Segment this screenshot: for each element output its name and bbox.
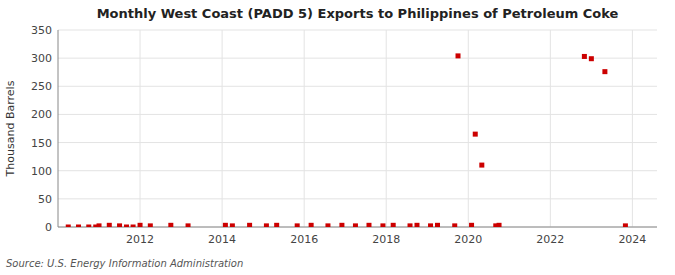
y-grid-line — [58, 198, 657, 199]
y-tick-label: 0 — [45, 221, 52, 234]
point — [223, 223, 228, 227]
point — [353, 223, 358, 227]
y-grid-line — [58, 170, 657, 171]
point — [124, 225, 129, 228]
x-grid-line — [222, 30, 223, 227]
point — [452, 223, 457, 227]
point — [309, 223, 314, 227]
point — [86, 225, 91, 228]
point — [131, 225, 136, 228]
point — [186, 223, 191, 227]
y-grid-line — [58, 58, 657, 59]
point — [230, 223, 235, 227]
x-tick-label: 2022 — [536, 233, 564, 246]
source-note: Source: U.S. Energy Information Administ… — [6, 258, 243, 269]
point — [168, 223, 173, 227]
point — [66, 225, 71, 228]
axes: 0 50 100 150 200 250 300 350 2012 2014 2016 2018 202… — [31, 24, 657, 246]
x-grid-line — [386, 30, 387, 227]
x-tick-label: 2020 — [454, 233, 482, 246]
point — [602, 69, 607, 74]
y-axis-label: Thousand Barrels — [4, 80, 17, 177]
point — [497, 223, 502, 227]
x-grid-line — [140, 30, 141, 227]
point — [264, 223, 269, 227]
point — [428, 223, 433, 227]
title: Monthly West Coast (PADD 5) Exports to P… — [97, 6, 619, 21]
y-axis-line — [58, 30, 59, 227]
point — [148, 223, 153, 227]
points — [66, 53, 628, 227]
point — [589, 56, 594, 61]
point — [408, 223, 413, 227]
y-tick-label: 300 — [31, 52, 52, 65]
point — [435, 223, 440, 227]
point — [479, 163, 484, 168]
x-grid-line — [468, 30, 469, 227]
y-tick-label: 200 — [31, 108, 52, 121]
y-grid-line — [58, 86, 657, 87]
y-grid-line — [58, 30, 657, 31]
point — [469, 223, 474, 227]
x-tick-label: 2012 — [126, 233, 154, 246]
point — [366, 223, 371, 227]
point — [274, 223, 279, 227]
y-tick-label: 350 — [31, 24, 52, 37]
point — [473, 132, 478, 137]
point — [247, 223, 252, 227]
x-grid-line — [632, 30, 633, 227]
chart: 0 50 100 150 200 250 300 350 2012 2014 2016 2018 202… — [0, 0, 675, 275]
grid — [58, 30, 657, 227]
y-tick-label: 100 — [31, 165, 52, 178]
point — [325, 223, 330, 227]
y-tick-label: 150 — [31, 137, 52, 150]
point — [339, 223, 344, 227]
y-tick-label: 250 — [31, 80, 52, 93]
y-grid-line — [58, 142, 657, 143]
point — [380, 223, 385, 227]
point — [623, 223, 628, 227]
point — [117, 223, 122, 227]
point — [107, 223, 112, 227]
point — [76, 225, 81, 228]
x-tick-label: 2016 — [290, 233, 318, 246]
x-grid-line — [550, 30, 551, 227]
x-tick-label: 2014 — [208, 233, 236, 246]
x-tick-label: 2018 — [372, 233, 400, 246]
point — [582, 54, 587, 59]
point — [391, 223, 396, 227]
point — [456, 53, 461, 58]
point — [97, 223, 102, 227]
y-grid-line — [58, 114, 657, 115]
x-grid-line — [304, 30, 305, 227]
point — [414, 223, 419, 227]
point — [138, 223, 143, 227]
point — [295, 223, 300, 227]
x-tick-label: 2024 — [618, 233, 646, 246]
y-tick-label: 50 — [38, 193, 52, 206]
